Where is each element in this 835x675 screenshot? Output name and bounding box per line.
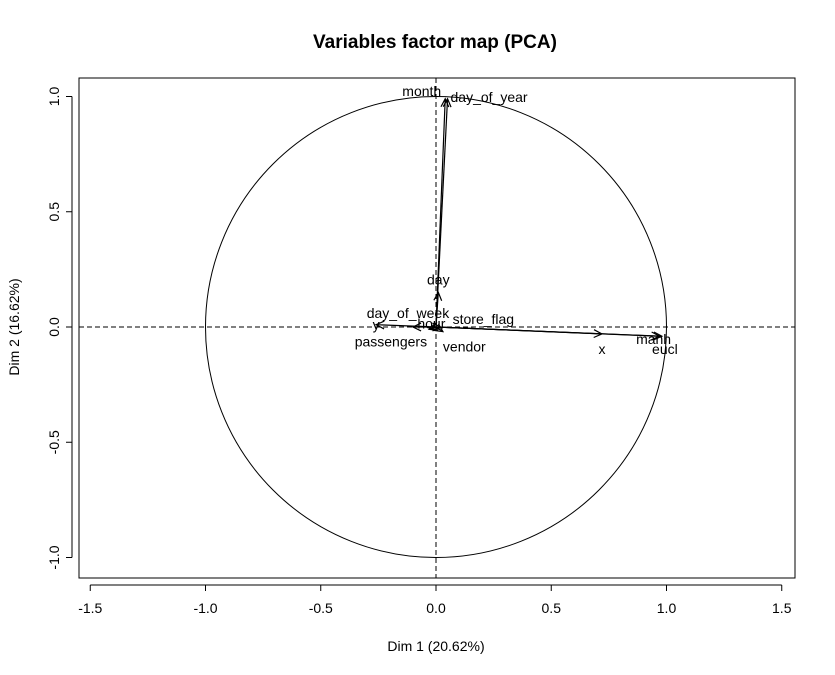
arrow-day-of-year — [435, 97, 452, 328]
plot-frame — [78, 77, 796, 579]
variable-label-manh: manh — [636, 331, 671, 347]
chart-title: Variables factor map (PCA) — [313, 32, 557, 53]
x-tick-label: -1.5 — [78, 600, 102, 616]
x-tick-label: 1.0 — [657, 600, 677, 616]
y-axis-label: Dim 2 (16.62%) — [6, 278, 22, 375]
variable-label-eucl: eucl — [652, 341, 678, 357]
y-tick-label: 1.0 — [46, 87, 62, 107]
arrow-eucl — [435, 326, 664, 341]
x-tick-label: -0.5 — [309, 600, 333, 616]
x-tick-label: 0.5 — [542, 600, 562, 616]
variable-label-day: day — [427, 271, 450, 287]
x-tick-label: -1.0 — [193, 600, 217, 616]
variable-label-vendor: vendor — [443, 339, 486, 355]
variable-label-y: y — [373, 317, 380, 333]
y-axis: -1.0 -0.5 0.0 0.5 1.0 — [46, 87, 73, 570]
arrow-vendor — [433, 323, 445, 333]
y-tick-label: -1.0 — [46, 545, 62, 569]
variable-label-day-of-week: day_of_week — [367, 305, 451, 321]
variable-label-passengers: passengers — [355, 333, 427, 349]
y-tick-label: -0.5 — [46, 430, 62, 454]
variable-label-store-flag: store_flag — [453, 311, 514, 327]
arrow-day — [433, 291, 443, 328]
variable-label-month: month — [402, 83, 441, 99]
y-tick-label: 0.0 — [46, 317, 62, 337]
arrow-y — [374, 320, 437, 330]
x-tick-label: 1.5 — [772, 600, 792, 616]
x-tick-label: 0.0 — [426, 600, 446, 616]
x-axis-label: Dim 1 (20.62%) — [387, 638, 484, 654]
variable-label-hour: hour — [417, 315, 445, 331]
x-axis: -1.5 -1.0 -0.5 0.0 0.5 1.0 1.5 — [78, 584, 792, 616]
variable-label-x: x — [598, 341, 605, 357]
variable-arrows — [374, 97, 664, 341]
variable-label-day-of-year: day_of_year — [451, 89, 528, 105]
y-tick-label: 0.5 — [46, 202, 62, 222]
